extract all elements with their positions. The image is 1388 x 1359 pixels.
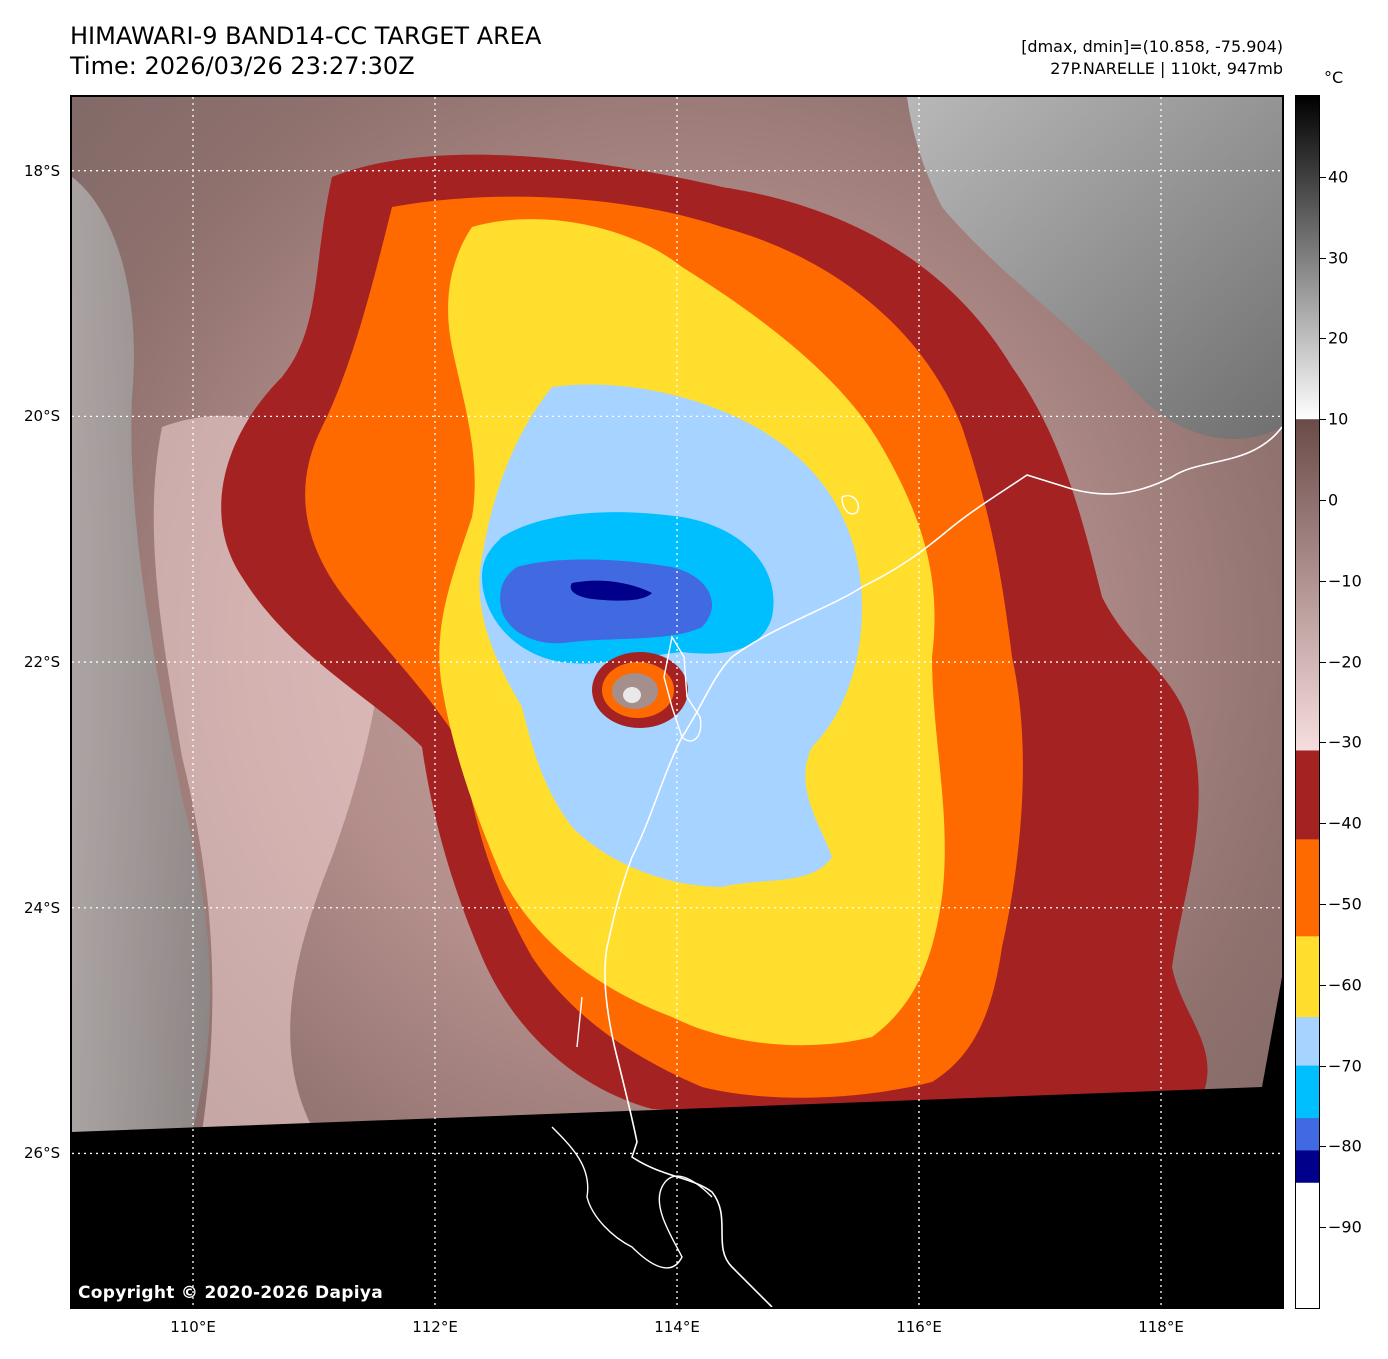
clear-sky-northeast <box>907 97 1282 439</box>
colorbar-segment <box>1296 1065 1319 1119</box>
colorbar-tick-label: −50 <box>1328 894 1362 914</box>
graticule <box>72 97 1282 1307</box>
coastline <box>604 426 1282 1307</box>
colorbar-tick-label: 0 <box>1328 490 1339 510</box>
latitude-label: 24°S <box>24 898 61 917</box>
colorbar-segment <box>1296 1150 1319 1184</box>
colorbar-tick <box>1320 338 1326 340</box>
colorbar-tick <box>1320 823 1326 825</box>
colorbar-tick-label: 20 <box>1328 328 1349 348</box>
colorbar <box>1295 95 1320 1309</box>
band-minus-80 <box>500 559 712 644</box>
colorbar-segment <box>1296 750 1319 840</box>
colorbar-segment <box>1296 1182 1319 1308</box>
colorbar-tick-label: −20 <box>1328 652 1362 672</box>
latitude-label: 20°S <box>24 407 61 426</box>
latitude-label: 26°S <box>24 1144 61 1163</box>
colorbar-unit: °C <box>1324 68 1344 87</box>
latitude-label: 18°S <box>24 161 61 180</box>
colorbar-segment <box>1296 1017 1319 1067</box>
colorbar-tick <box>1320 580 1326 582</box>
peninsula-outline <box>663 635 702 742</box>
colorbar-tick-label: 40 <box>1328 167 1349 187</box>
longitude-label: 116°E <box>896 1318 942 1336</box>
colorbar-tick <box>1320 500 1326 501</box>
colorbar-tick-label: −40 <box>1328 813 1362 833</box>
observation-time: Time: 2026/03/26 23:27:30Z <box>70 52 415 80</box>
colorbar-scale <box>1296 96 1319 1308</box>
colorbar-tick-label: −90 <box>1328 1217 1362 1237</box>
colorbar-tick-label: −80 <box>1328 1136 1362 1156</box>
longitude-label: 112°E <box>412 1318 458 1336</box>
band-minus-85 <box>570 580 652 601</box>
colorbar-tick <box>1320 176 1326 178</box>
storm-info: 27P.NARELLE | 110kt, 947mb <box>1050 59 1283 78</box>
copyright-notice: Copyright © 2020-2026 Dapiya <box>78 1283 383 1303</box>
colorbar-tick <box>1320 1227 1326 1229</box>
colorbar-segment <box>1296 96 1319 420</box>
longitude-label: 110°E <box>170 1318 216 1336</box>
latitude-label: 22°S <box>24 653 61 672</box>
colorbar-tick-label: −30 <box>1328 732 1362 752</box>
dmax-dmin-readout: [dmax, dmin]=(10.858, -75.904) <box>1021 37 1283 56</box>
colorbar-tick-label: −70 <box>1328 1056 1362 1076</box>
longitude-label: 118°E <box>1138 1318 1184 1336</box>
chart-title: HIMAWARI-9 BAND14-CC TARGET AREA <box>70 22 542 50</box>
colorbar-tick <box>1320 742 1326 744</box>
colorbar-tick <box>1320 1065 1326 1067</box>
colorbar-tick-label: 30 <box>1328 248 1349 268</box>
colorbar-tick <box>1320 257 1326 259</box>
colorbar-tick <box>1320 419 1326 421</box>
island-outline <box>841 495 859 515</box>
colorbar-segment <box>1296 1118 1319 1151</box>
colorbar-segment <box>1296 936 1319 1018</box>
colorbar-segment <box>1296 419 1319 751</box>
satellite-map: Copyright © 2020-2026 Dapiya <box>70 95 1284 1309</box>
colorbar-tick <box>1320 984 1326 986</box>
colorbar-tick-label: −10 <box>1328 571 1362 591</box>
longitude-label: 114°E <box>654 1318 700 1336</box>
island-outline-2 <box>576 996 583 1048</box>
eye-warm-core <box>623 687 641 703</box>
colorbar-tick <box>1320 661 1326 663</box>
colorbar-tick <box>1320 904 1326 905</box>
colorbar-tick-label: −60 <box>1328 975 1362 995</box>
ir-imagery <box>72 97 1282 1307</box>
colorbar-tick-label: 10 <box>1328 409 1349 429</box>
clear-sky-west <box>72 177 211 1132</box>
shark-bay-outline <box>551 1126 713 1269</box>
colorbar-segment <box>1296 839 1319 937</box>
colorbar-tick <box>1320 1146 1326 1148</box>
